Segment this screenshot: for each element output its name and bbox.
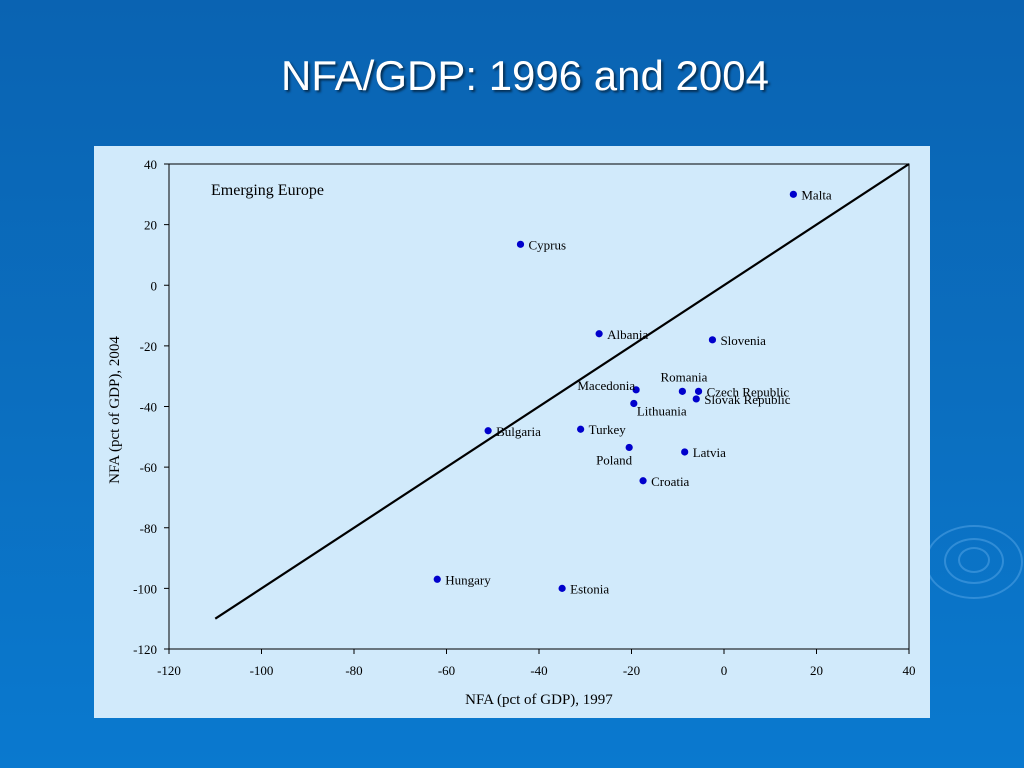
x-tick-label: -20	[623, 663, 640, 678]
point-label: Czech Republic	[707, 384, 790, 399]
data-point	[639, 477, 647, 485]
point-label: Albania	[607, 327, 648, 342]
y-tick-label: 20	[144, 218, 157, 233]
point-label: Hungary	[445, 572, 491, 587]
data-point	[558, 584, 566, 592]
data-point	[433, 575, 441, 583]
x-tick-label: 20	[810, 663, 823, 678]
point-label: Slovenia	[720, 333, 766, 348]
y-tick-label: -120	[133, 642, 157, 657]
point-label: Slovak Republic	[704, 392, 791, 407]
ripple-decoration	[925, 525, 1023, 599]
chart-panel: -120 -100 -80 -60 -40 -20 0 20 40 40 20 0 -20 -40 -60 -…	[94, 146, 930, 718]
chart-annotation: Emerging Europe	[211, 182, 324, 199]
x-tick-label: -40	[530, 663, 547, 678]
slide-title: NFA/GDP: 1996 and 2004	[281, 52, 769, 99]
reference-line-layer	[214, 163, 910, 620]
y-axis-title: NFA (pct of GDP), 2004	[107, 336, 123, 484]
point-label: Lithuania	[637, 403, 687, 418]
data-point	[692, 395, 700, 403]
point-label: Cyprus	[529, 237, 567, 252]
point-label: Bulgaria	[496, 424, 541, 439]
point-label: Latvia	[693, 445, 726, 460]
data-point	[632, 386, 640, 394]
y-tick-label: -80	[140, 521, 157, 536]
point-label: Poland	[596, 452, 633, 467]
data-point	[595, 330, 603, 338]
x-axis-title: NFA (pct of GDP), 1997	[465, 692, 613, 708]
point-label: Malta	[801, 187, 832, 202]
data-point	[577, 425, 585, 433]
x-tick-label: -80	[345, 663, 362, 678]
point-label: Romania	[660, 369, 707, 384]
x-tick-label: 40	[903, 663, 916, 678]
y-tick-label: -100	[133, 581, 157, 596]
data-point	[789, 190, 797, 198]
y-tick-label: -60	[140, 460, 157, 475]
y-tick-label: 0	[151, 278, 158, 293]
y-tick-label: -20	[140, 339, 157, 354]
y-tick-label: 40	[144, 157, 157, 172]
x-tick-label: -120	[157, 663, 181, 678]
point-label: Croatia	[651, 474, 689, 489]
data-point	[708, 336, 717, 344]
data-point	[484, 427, 492, 435]
data-point	[516, 240, 525, 248]
point-label: Turkey	[589, 422, 627, 437]
data-point	[681, 448, 689, 456]
data-point	[630, 399, 638, 408]
x-tick-label: -60	[438, 663, 455, 678]
x-tick-label: -100	[250, 663, 274, 678]
data-point	[625, 443, 633, 452]
point-label: Estonia	[570, 581, 609, 596]
axes: -120 -100 -80 -60 -40 -20 0 20 40 40 20 0 -20 -40 -60 -…	[133, 157, 915, 678]
point-label: Macedonia	[577, 378, 635, 393]
data-points: Malta Cyprus Albania Slovenia Romania Macedon…	[433, 187, 832, 596]
data-point	[694, 387, 703, 395]
reference-line	[214, 163, 910, 620]
scatter-chart: -120 -100 -80 -60 -40 -20 0 20 40 40 20 0 -20 -40 -60 -…	[107, 157, 916, 708]
x-tick-label: 0	[721, 663, 728, 678]
y-tick-label: -40	[140, 400, 157, 415]
data-point	[678, 387, 686, 395]
